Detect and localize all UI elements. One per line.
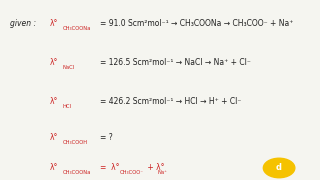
Text: CH₃COONa: CH₃COONa <box>63 26 91 31</box>
Text: = 426.2 Scm²mol⁻¹ → HCl → H⁺ + Cl⁻: = 426.2 Scm²mol⁻¹ → HCl → H⁺ + Cl⁻ <box>100 97 242 106</box>
Text: = 91.0 Scm²mol⁻¹ → CH₃COONa → CH₃COO⁻ + Na⁺: = 91.0 Scm²mol⁻¹ → CH₃COONa → CH₃COO⁻ + … <box>100 19 293 28</box>
Text: = 126.5 Scm²mol⁻¹ → NaCl → Na⁺ + Cl⁻: = 126.5 Scm²mol⁻¹ → NaCl → Na⁺ + Cl⁻ <box>100 58 251 67</box>
Text: = ?: = ? <box>100 132 113 141</box>
Text: + λ°: + λ° <box>145 163 164 172</box>
Text: CH₃COO⁻: CH₃COO⁻ <box>120 170 144 175</box>
Text: NaCl: NaCl <box>63 65 75 70</box>
Text: Na⁺: Na⁺ <box>157 170 167 175</box>
Text: λ°: λ° <box>50 19 59 28</box>
Text: =  λ°: = λ° <box>100 163 120 172</box>
Circle shape <box>263 158 295 178</box>
Text: λ°: λ° <box>50 58 59 67</box>
Text: d: d <box>276 163 282 172</box>
Text: CH₃COONa: CH₃COONa <box>63 170 91 175</box>
Text: λ°: λ° <box>50 132 59 141</box>
Text: λ°: λ° <box>50 163 59 172</box>
Text: λ°: λ° <box>50 97 59 106</box>
Text: given :: given : <box>10 19 36 28</box>
Text: CH₃COOH: CH₃COOH <box>63 140 88 145</box>
Text: HCl: HCl <box>63 104 72 109</box>
